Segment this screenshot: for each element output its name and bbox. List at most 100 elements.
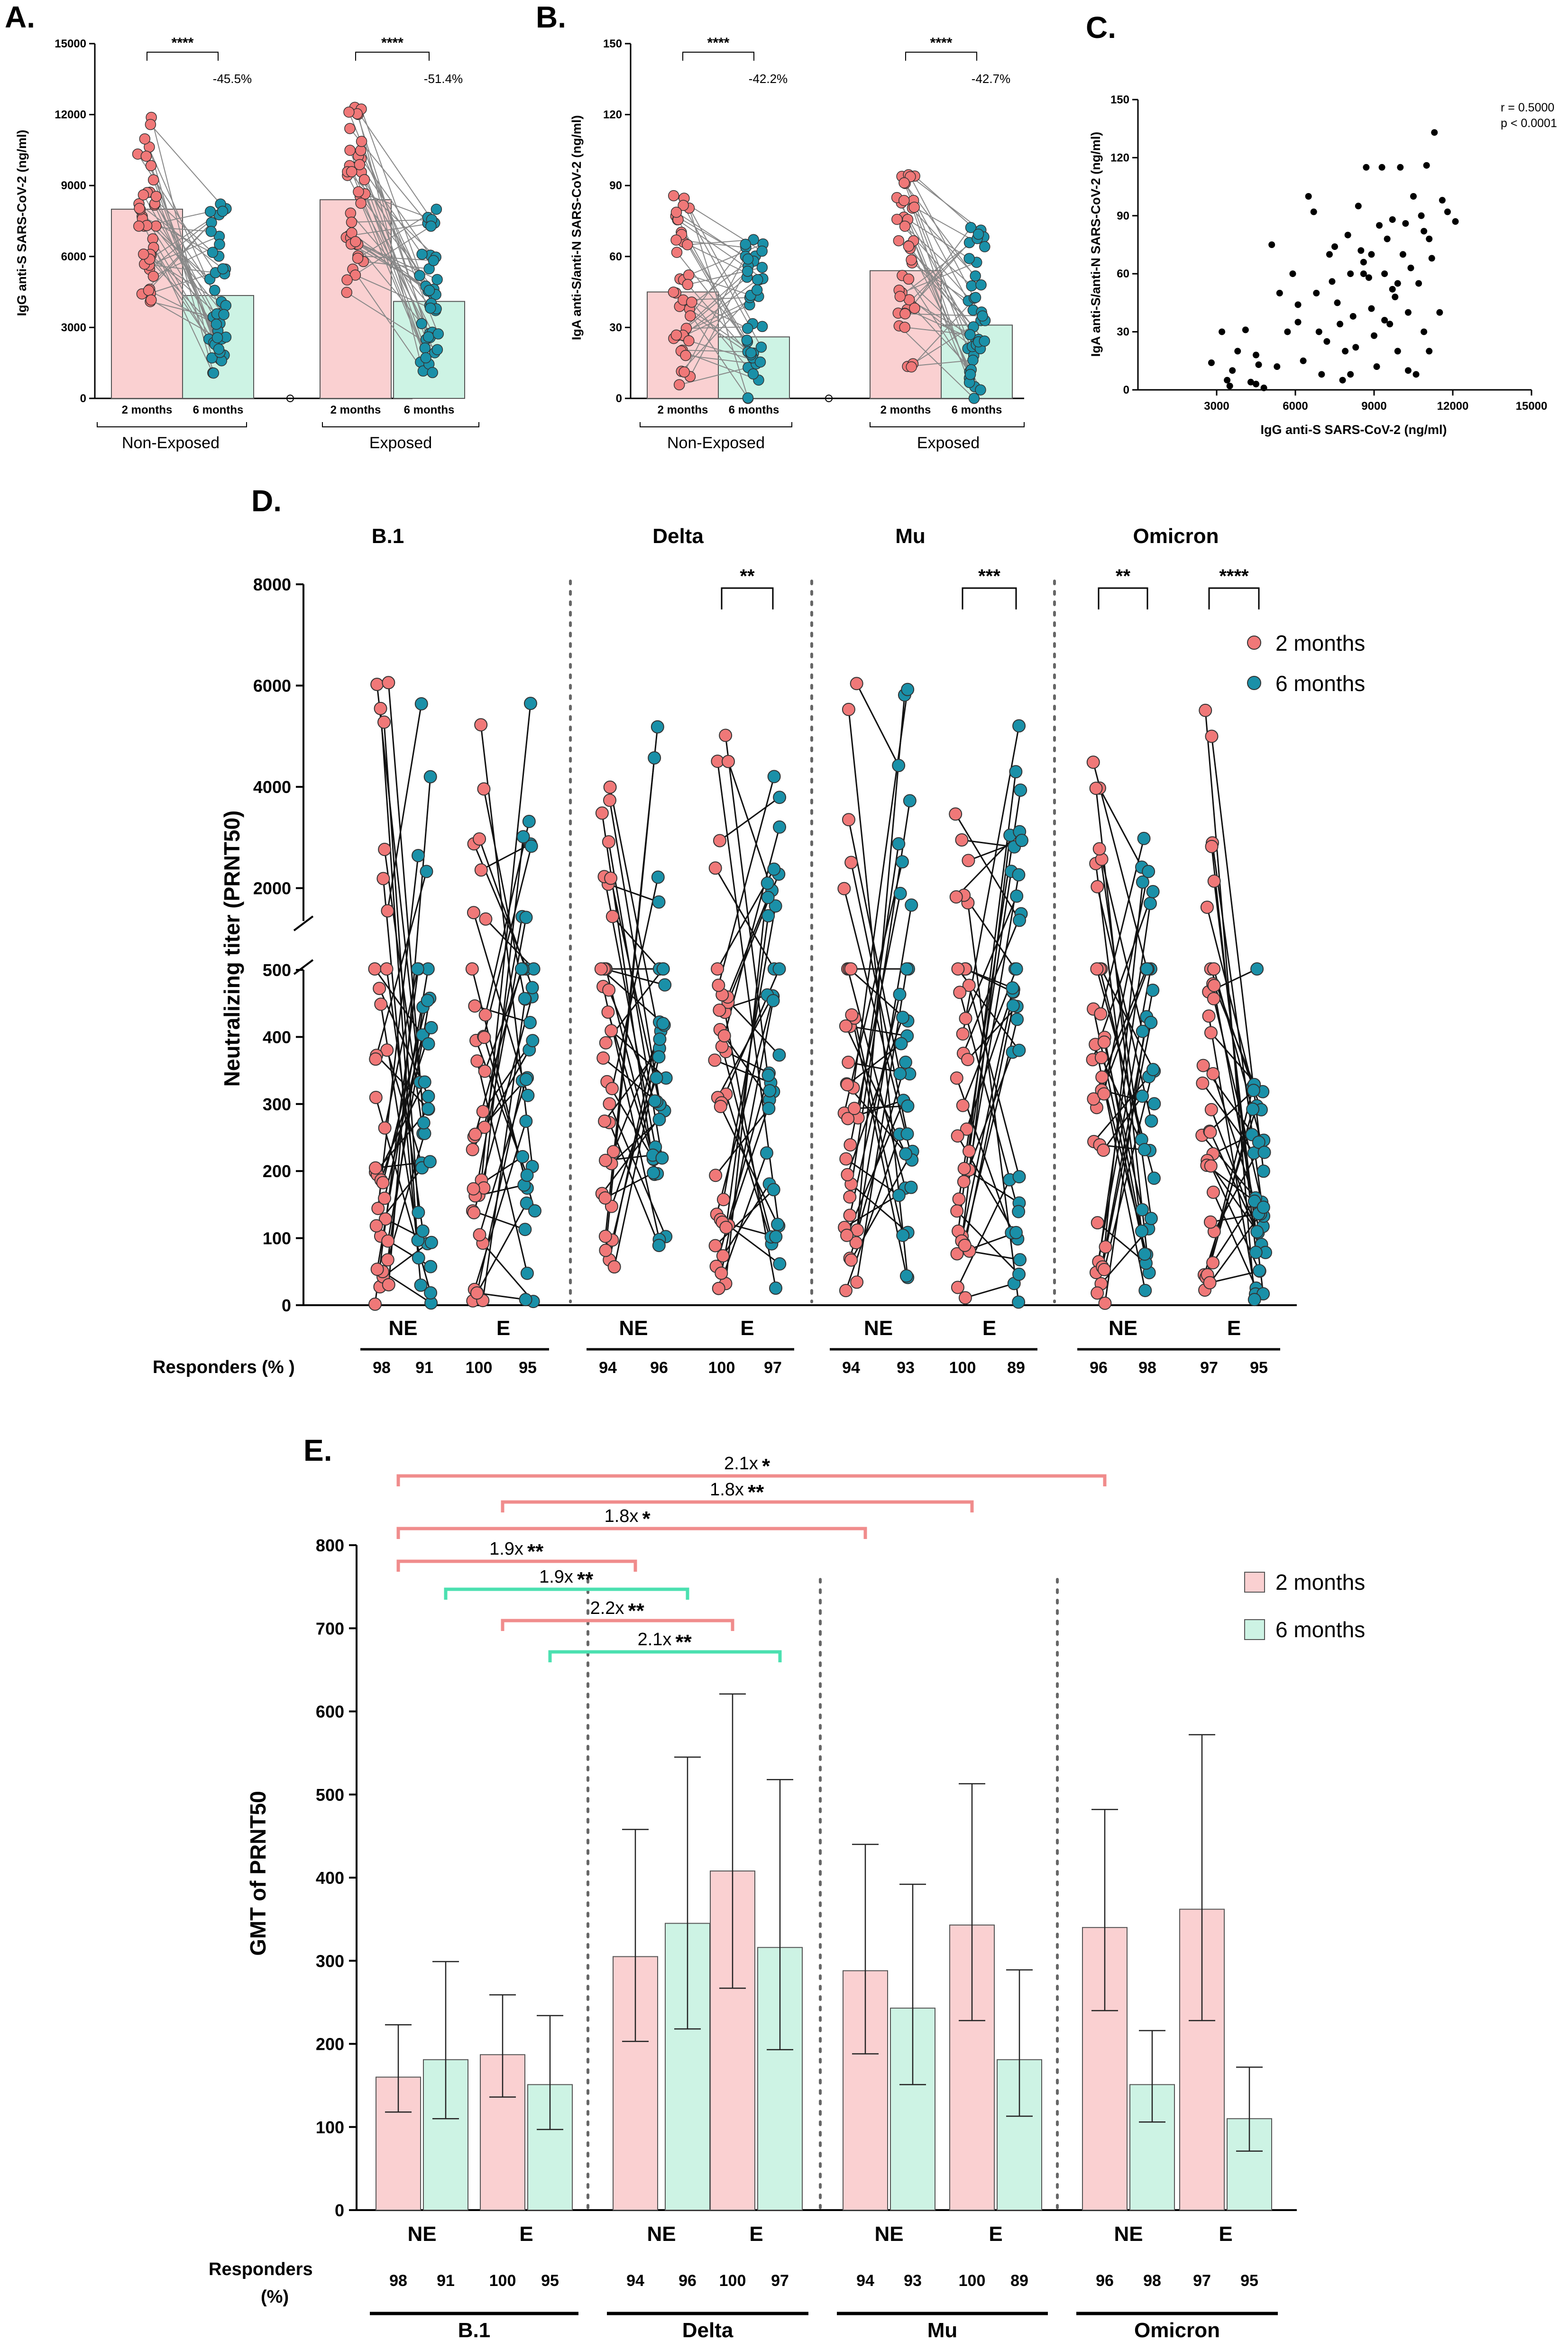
panel-d-dot-6m (519, 911, 533, 924)
panel-d-dot-6m (893, 1067, 907, 1080)
panel-d-ytick-upper: 6000 (253, 676, 291, 696)
panel-d-sig-stars: ** (1116, 566, 1131, 587)
panel-d-dot-6m (1009, 1226, 1023, 1239)
panel-a-x-label: 2 months (122, 404, 173, 416)
panel-b-ytick-label: 0 (616, 392, 622, 405)
panel-d-dot-2m (1094, 1051, 1108, 1064)
panel-b-pair-line (912, 262, 969, 301)
panel-d-dot-6m (520, 1169, 534, 1182)
panel-d-pair-line (483, 846, 532, 1037)
panel-d-group-ne: NE (388, 1317, 417, 1340)
panel-a-dot-2m (354, 159, 366, 170)
panel-a-dot-6m (414, 270, 425, 281)
panel-d-dot-6m (905, 898, 918, 912)
panel-b-pair-line (902, 275, 977, 345)
panel-b-percent-change: -42.7% (972, 72, 1010, 86)
panel-e-responder-pct: 98 (1143, 2272, 1161, 2290)
panel-a-dot-6m (416, 318, 427, 330)
panel-a-dot-6m (209, 285, 220, 296)
panel-d-pair-line (383, 1243, 428, 1278)
panel-d-legend-6m: 6 months (1275, 671, 1365, 696)
panel-d-dot-2m (467, 906, 480, 920)
panel-e-ytick-label: 400 (316, 1868, 344, 1888)
panel-d-dot-2m (719, 1221, 733, 1235)
panel-d-pair-line (1100, 1057, 1146, 1150)
panel-d-pair-line (600, 968, 664, 1024)
panel-d-dot-6m (422, 1089, 435, 1103)
panel-e-legend-2m-swatch (1244, 1572, 1265, 1593)
panel-a: A. IgG anti-S SARS-CoV-2 (ng/ml) 0 3000 60… (5, 0, 479, 452)
panel-d-dot-2m (715, 1266, 728, 1280)
panel-c-point (1323, 338, 1330, 345)
panel-c-point (1392, 294, 1399, 301)
panel-d-pair-line (845, 1158, 899, 1196)
panel-d-dot-6m (658, 978, 672, 992)
panel-d-pair-line (725, 1094, 772, 1244)
panel-d-pair-line (1101, 882, 1144, 1267)
panel-d-dot-2m (709, 1169, 723, 1182)
panel-a-dot-2m (146, 294, 157, 306)
panel-d-dot-6m (767, 862, 781, 876)
panel-a-ytick-label: 9000 (61, 179, 86, 192)
panel-d-dot-6m (1006, 999, 1020, 1013)
panel-a-pair-line (143, 254, 226, 306)
panel-d-legend-2m-marker (1247, 636, 1261, 650)
panel-b-dot-2m (683, 335, 695, 347)
panel-b-dot-6m (742, 323, 753, 334)
panel-a-dot-2m (353, 186, 364, 198)
panel-d-title-mu: Mu (895, 525, 926, 548)
panel-d-dot-6m (904, 1180, 918, 1194)
panel-a-dot-6m (213, 343, 225, 355)
panel-c-point (1428, 255, 1435, 262)
panel-d-dot-6m (651, 870, 665, 884)
panel-e-ytick-label: 100 (316, 2118, 344, 2137)
panel-d-pair-line (611, 1119, 660, 1164)
panel-d-dot-6m (901, 682, 915, 696)
panel-b-dot-6m (754, 356, 766, 368)
panel-d-responder-pct: 100 (708, 1359, 735, 1377)
panel-d-dot-6m (762, 1102, 776, 1115)
panel-d-dot-6m (647, 1166, 660, 1180)
panel-d-dot-6m (412, 1206, 425, 1219)
panel-d-dot-2m (950, 1204, 964, 1218)
panel-d-pair-line (387, 682, 425, 1123)
panel-d-dot-6m (525, 981, 539, 995)
panel-d-ytick-lower: 0 (282, 1296, 291, 1315)
panel-a-dot-6m (206, 352, 218, 364)
panel-c-point (1234, 348, 1241, 355)
panel-d-dot-2m (841, 1168, 854, 1181)
panel-d-pair-line (856, 683, 899, 766)
panel-d-dot-2m (377, 715, 391, 729)
panel-c-point (1431, 129, 1438, 136)
panel-a-dot-2m (147, 270, 159, 282)
panel-e-comparison-bracket (396, 1559, 637, 1572)
panel-d-dot-6m (653, 1032, 667, 1046)
panel-d-dot-2m (958, 1291, 972, 1305)
panel-d-sig-bracket (1208, 587, 1260, 609)
panel-d-dot-6m (1009, 765, 1023, 779)
panel-d-pair-line (727, 761, 773, 891)
panel-d-dot-6m (528, 1204, 541, 1218)
panel-c-label: C. (1086, 10, 1116, 45)
panel-a-dot-6m (420, 352, 431, 364)
panel-d-pair-line (719, 796, 780, 841)
panel-d-dot-6m (892, 1189, 906, 1202)
panel-d-dot-2m (1092, 842, 1106, 856)
panel-d-dot-6m (514, 962, 528, 976)
panel-d-dot-6m (766, 994, 780, 1007)
panel-b-sig-bracket (682, 52, 754, 61)
panel-d-dot-2m (716, 1193, 730, 1207)
panel-a-dot-2m (355, 197, 367, 209)
panel-d-dot-2m (957, 1161, 971, 1175)
panel-c-point (1331, 243, 1338, 250)
panel-d-dot-6m (1012, 868, 1026, 882)
panel-b-dot-6m (740, 239, 751, 250)
panel-d-pair-line (965, 1282, 1015, 1299)
panel-a-dot-2m (341, 286, 353, 298)
panel-c-point (1305, 193, 1312, 200)
panel-e: E. GMT of PRNT50 0 100 200 300 400 500 600 700 8… (209, 1433, 1365, 2341)
panel-b-x-label: 6 months (729, 404, 779, 416)
panel-a-pair-line (359, 164, 422, 255)
panel-e-responder-pct: 95 (541, 2272, 559, 2290)
panel-a-dot-2m (352, 252, 364, 264)
